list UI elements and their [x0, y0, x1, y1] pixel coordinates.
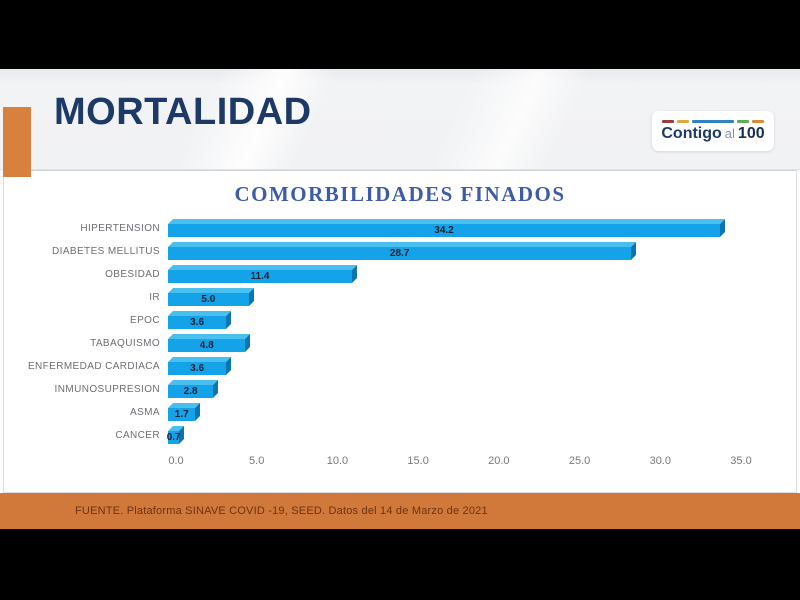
logo-text-mid: al — [724, 126, 735, 141]
page-title: MORTALIDAD — [54, 91, 312, 133]
x-axis-tick: 10.0 — [326, 455, 349, 467]
bar-row: DIABETES MELLITUS 28.7 — [4, 240, 796, 263]
bar-row: OBESIDAD 11.4 — [4, 263, 796, 286]
category-label: INMUNOSUPRESION — [54, 384, 160, 395]
bar: 5.0 — [168, 293, 249, 306]
category-label: DIABETES MELLITUS — [52, 246, 160, 257]
category-label: ENFERMEDAD CARDIACA — [27, 361, 160, 372]
bar-value-label: 4.8 — [199, 340, 214, 351]
bar: 28.7 — [168, 247, 632, 260]
bar-value-label: 3.6 — [190, 363, 205, 374]
bar-value-label: 28.7 — [389, 248, 410, 259]
category-label: OBESIDAD — [105, 269, 160, 280]
category-label: CANCER — [115, 430, 160, 441]
bar-track: 3.6 — [168, 311, 733, 330]
bar-row: TABAQUISMO 4.8 — [4, 332, 796, 355]
bar-row: ASMA 1.7 — [4, 401, 796, 424]
bar-row: IR 5.0 — [4, 286, 796, 309]
bar-row: CANCER 0.7 — [4, 424, 796, 447]
bar-track: 4.8 — [168, 334, 733, 353]
bar-value-label: 0.7 — [166, 432, 181, 443]
bar-row: INMUNOSUPRESION 2.8 — [4, 378, 796, 401]
bar-value-label: 5.0 — [201, 294, 216, 305]
bar: 2.8 — [168, 385, 214, 398]
x-axis-tick: 0.0 — [168, 455, 184, 467]
bar: 0.7 — [166, 431, 181, 444]
logo-text-num: 100 — [737, 125, 765, 142]
x-axis-tick: 35.0 — [730, 455, 752, 467]
bar-track: 5.0 — [168, 288, 733, 307]
x-axis: 0.0 5.0 10.0 15.0 20.0 25.0 30.0 35.0 — [168, 455, 751, 471]
x-axis-tick: 20.0 — [488, 455, 510, 467]
bar-track: 11.4 — [168, 265, 733, 284]
category-label: EPOC — [130, 315, 160, 326]
x-axis-tick: 30.0 — [649, 455, 671, 467]
category-label: ASMA — [130, 407, 160, 418]
logo-dash — [677, 120, 689, 123]
category-label: TABAQUISMO — [90, 338, 160, 349]
bar-value-label: 2.8 — [183, 386, 198, 397]
bar-track: 1.7 — [168, 403, 733, 422]
footer-band: FUENTE. Plataforma SINAVE COVID -19, SEE… — [0, 493, 800, 529]
bar-row: HIPERTENSION 34.2 — [4, 217, 796, 240]
bar-row: ENFERMEDAD CARDIACA 3.6 — [4, 355, 796, 378]
logo-dashes — [662, 120, 764, 123]
bar-track: 28.7 — [168, 242, 733, 261]
x-axis-tick: 15.0 — [407, 455, 429, 467]
bar: 11.4 — [168, 270, 353, 283]
logo-text-main: Contigo — [661, 125, 722, 142]
bar: 3.6 — [168, 362, 227, 375]
bar-track: 2.8 — [168, 380, 733, 399]
bar: 4.8 — [168, 339, 246, 352]
bar: 34.2 — [168, 224, 721, 237]
contigo-al-100-logo: Contigo al 100 — [652, 111, 774, 151]
bar: 1.7 — [168, 408, 196, 421]
logo-dash — [692, 120, 734, 123]
bar-track: 34.2 — [168, 219, 733, 238]
x-axis-tick: 5.0 — [249, 455, 265, 467]
bar-value-label: 34.2 — [434, 225, 454, 236]
chart-title: COMORBILIDADES FINADOS — [234, 182, 566, 206]
logo-dash — [752, 120, 764, 123]
x-axis-tick: 25.0 — [568, 455, 591, 467]
bar-rows: HIPERTENSION 34.2 DIABETES MELLITUS 28.7 OBE… — [4, 217, 796, 447]
logo-dash — [737, 120, 749, 123]
source-note: FUENTE. Plataforma SINAVE COVID -19, SEE… — [75, 505, 488, 517]
bar-chart: COMORBILIDADES FINADOS HIPERTENSION 34.2 D… — [3, 170, 797, 493]
slide: MORTALIDAD Contigo al 100 COMORBILIDADES… — [0, 69, 800, 529]
slide-header: MORTALIDAD Contigo al 100 — [0, 69, 800, 177]
orange-accent-bar — [3, 107, 31, 177]
category-label: IR — [149, 292, 160, 303]
bar: 3.6 — [168, 316, 227, 329]
bar-track: 3.6 — [168, 357, 733, 376]
category-label: HIPERTENSION — [80, 223, 160, 234]
bar-value-label: 1.7 — [174, 409, 189, 420]
logo-dash — [662, 120, 674, 123]
bar-value-label: 11.4 — [250, 271, 270, 282]
bar-row: EPOC 3.6 — [4, 309, 796, 332]
bar-value-label: 3.6 — [190, 317, 205, 328]
bar-track: 0.7 — [166, 426, 733, 445]
